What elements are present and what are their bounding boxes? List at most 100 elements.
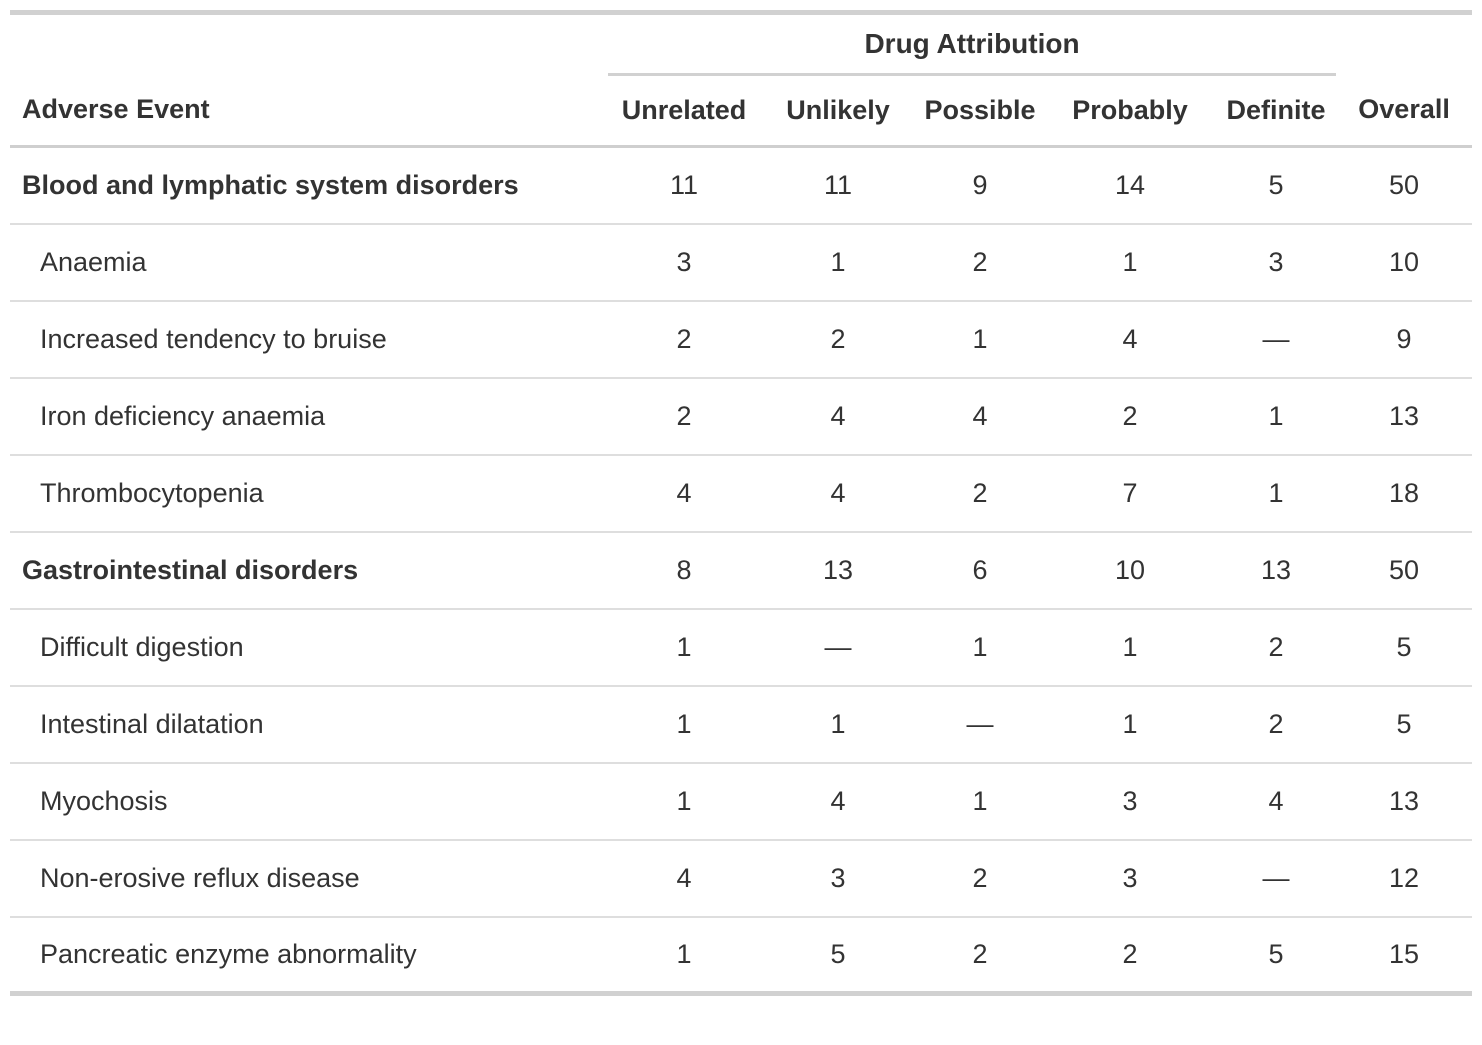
spanner-spacer-right bbox=[1336, 13, 1472, 75]
column-header-row: Adverse Event Unrelated Unlikely Possible P… bbox=[10, 74, 1473, 148]
event-row: Thrombocytopenia 4 4 2 7 1 18 bbox=[10, 454, 1473, 533]
value-cell: 1 bbox=[1216, 377, 1337, 456]
adverse-events-table: Drug Attribution Adverse Event Unrelated… bbox=[10, 10, 1473, 996]
value-cell: 4 bbox=[1044, 300, 1216, 379]
value-cell: 9 bbox=[1336, 300, 1473, 379]
value-cell: 4 bbox=[1216, 762, 1337, 841]
value-cell: 8 bbox=[608, 531, 760, 610]
row-label: Thrombocytopenia bbox=[10, 454, 608, 533]
value-cell: 13 bbox=[1216, 531, 1337, 610]
row-label: Increased tendency to bruise bbox=[10, 300, 608, 379]
value-cell: 18 bbox=[1336, 454, 1473, 533]
event-row: Iron deficiency anaemia 2 4 4 2 1 13 bbox=[10, 377, 1473, 456]
value-cell: 3 bbox=[1044, 839, 1216, 918]
value-cell: 2 bbox=[1044, 377, 1216, 456]
row-label: Difficult digestion bbox=[10, 608, 608, 687]
row-label: Pancreatic enzyme abnormality bbox=[40, 938, 417, 969]
row-label: Iron deficiency anaemia bbox=[10, 377, 608, 456]
value-cell: 2 bbox=[916, 223, 1044, 302]
value-cell: 2 bbox=[972, 938, 988, 969]
value-cell: 1 bbox=[1044, 608, 1216, 687]
event-row: Intestinal dilatation 1 1—1 2 5 bbox=[10, 685, 1473, 764]
row-label: Intestinal dilatation bbox=[10, 685, 608, 764]
value-cell: 14 bbox=[1044, 146, 1216, 225]
value-cell: 50 bbox=[1336, 146, 1473, 225]
value-cell: — bbox=[760, 608, 916, 687]
value-cell: 7 bbox=[1044, 454, 1216, 533]
column-header-unlikely: Unlikely bbox=[760, 74, 916, 148]
value-cell: 3 bbox=[608, 223, 760, 302]
spanner-row: Drug Attribution bbox=[10, 12, 1472, 76]
value-cell: 1 bbox=[608, 762, 760, 841]
value-cell: 2 bbox=[1216, 608, 1337, 687]
value-cell: 4 bbox=[760, 377, 916, 456]
value-cell: 4 bbox=[608, 454, 760, 533]
row-label: Non-erosive reflux disease bbox=[10, 839, 608, 918]
value-cell: 11 bbox=[608, 146, 760, 225]
value-cell: 1 bbox=[608, 685, 760, 764]
value-cell: 5 bbox=[1336, 608, 1473, 687]
value-cell: 1 bbox=[1044, 685, 1216, 764]
value-cell: 5 bbox=[1216, 146, 1337, 225]
event-row: Non-erosive reflux disease 4 3 2 3—12 bbox=[10, 839, 1473, 918]
column-header-overall: Overall bbox=[1336, 74, 1473, 148]
table-header: Drug Attribution Adverse Event Unrelated… bbox=[10, 12, 1473, 148]
value-cell: 4 bbox=[916, 377, 1044, 456]
value-cell: 1 bbox=[676, 938, 692, 969]
value-cell: 2 bbox=[916, 839, 1044, 918]
column-header-possible: Possible bbox=[916, 74, 1044, 148]
group-row: Gastrointestinal disorders 8 13 6 10 13 50 bbox=[10, 531, 1473, 610]
value-cell: 13 bbox=[1336, 377, 1473, 456]
value-cell: 10 bbox=[1044, 531, 1216, 610]
event-row: Myochosis 1 4 1 3 4 13 bbox=[10, 762, 1473, 841]
column-header-definite: Definite bbox=[1216, 74, 1337, 148]
value-cell: 1 bbox=[608, 608, 760, 687]
value-cell: 3 bbox=[1044, 762, 1216, 841]
value-cell: — bbox=[916, 685, 1044, 764]
value-cell: 5 bbox=[1268, 938, 1284, 969]
value-cell: 50 bbox=[1336, 531, 1473, 610]
table-body: Blood and lymphatic system disorders 11 11… bbox=[10, 146, 1473, 994]
event-row: Anaemia 3 1 2 1 3 10 bbox=[10, 223, 1473, 302]
value-cell: 13 bbox=[760, 531, 916, 610]
event-row: Increased tendency to bruise 2 2 1 4—9 bbox=[10, 300, 1473, 379]
value-cell: 1 bbox=[916, 300, 1044, 379]
value-cell: 2 bbox=[760, 300, 916, 379]
value-cell: 2 bbox=[1216, 685, 1337, 764]
value-cell: 2 bbox=[608, 377, 760, 456]
value-cell: — bbox=[1216, 300, 1337, 379]
value-cell: 4 bbox=[760, 762, 916, 841]
value-cell: 9 bbox=[916, 146, 1044, 225]
row-label: Anaemia bbox=[10, 223, 608, 302]
value-cell: 2 bbox=[916, 454, 1044, 533]
value-cell: 4 bbox=[760, 454, 916, 533]
value-cell: 5 bbox=[830, 938, 846, 969]
row-label: Gastrointestinal disorders bbox=[10, 531, 608, 610]
value-cell: 3 bbox=[760, 839, 916, 918]
value-cell: 3 bbox=[1216, 223, 1337, 302]
value-cell: 1 bbox=[760, 223, 916, 302]
spanner-spacer-left bbox=[10, 13, 608, 75]
value-cell: 2 bbox=[608, 300, 760, 379]
column-header-probably: Probably bbox=[1044, 74, 1216, 148]
value-cell: 1 bbox=[1216, 454, 1337, 533]
group-row: Blood and lymphatic system disorders 11 11… bbox=[10, 146, 1473, 225]
adverse-events-table-card: Drug Attribution Adverse Event Unrelated… bbox=[10, 10, 1473, 996]
row-label: Myochosis bbox=[10, 762, 608, 841]
value-cell: — bbox=[1216, 839, 1337, 918]
event-row: Pancreatic enzyme abnormality 1 5 2 2 5 15 bbox=[10, 917, 1472, 994]
value-cell: 15 bbox=[1389, 938, 1420, 969]
value-cell: 5 bbox=[1336, 685, 1473, 764]
spanner-label: Drug Attribution bbox=[608, 12, 1337, 76]
row-label: Blood and lymphatic system disorders bbox=[10, 146, 608, 225]
value-cell: 1 bbox=[760, 685, 916, 764]
value-cell: 13 bbox=[1336, 762, 1473, 841]
value-cell: 2 bbox=[1122, 938, 1138, 969]
value-cell: 1 bbox=[916, 762, 1044, 841]
value-cell: 10 bbox=[1336, 223, 1473, 302]
event-row: Difficult digestion 1—1 1 2 5 bbox=[10, 608, 1473, 687]
value-cell: 1 bbox=[916, 608, 1044, 687]
value-cell: 12 bbox=[1336, 839, 1473, 918]
value-cell: 11 bbox=[760, 146, 916, 225]
column-header-unrelated: Unrelated bbox=[608, 74, 760, 148]
